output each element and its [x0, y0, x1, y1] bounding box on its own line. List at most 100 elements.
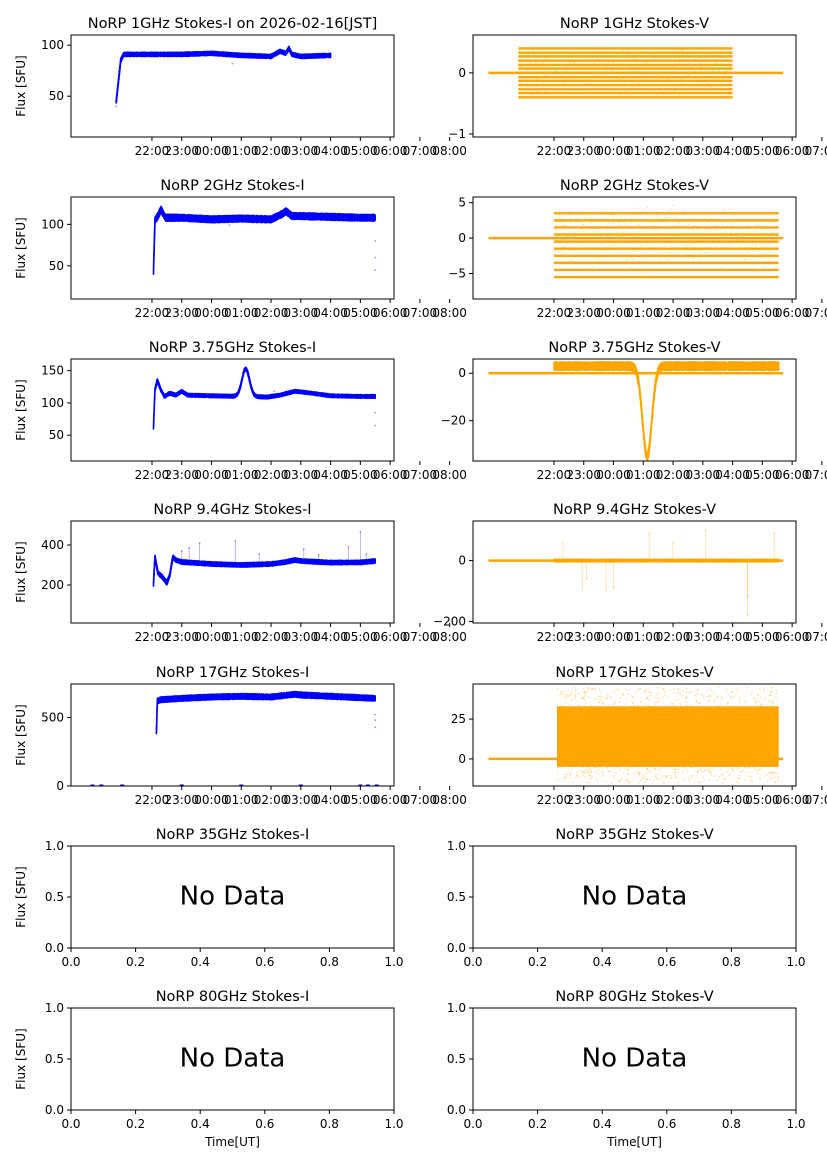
data-point	[658, 686, 660, 689]
data-layer	[90, 690, 379, 786]
data-point	[737, 778, 739, 780]
data-point	[561, 766, 563, 769]
data-point	[633, 695, 635, 698]
data-point	[777, 780, 779, 782]
data-point	[565, 695, 568, 698]
data-point	[568, 210, 571, 212]
data-layer	[488, 204, 784, 279]
data-point	[751, 780, 753, 782]
data-point	[583, 230, 585, 233]
data-point	[642, 703, 644, 705]
data-point	[521, 89, 523, 91]
data-point	[583, 697, 585, 700]
zero-mark	[365, 784, 370, 786]
data-point	[650, 692, 653, 694]
data-point	[610, 697, 612, 699]
data-point	[696, 693, 698, 695]
data-point	[622, 693, 624, 695]
data-point	[682, 690, 684, 692]
axes-frame	[472, 34, 797, 138]
data-point	[688, 692, 691, 694]
panel-1ghz-v: NoRP 1GHz Stokes-V −1 0 22:0023:0000:0001:0…	[448, 16, 827, 158]
data-point	[769, 258, 771, 261]
data-point	[683, 209, 685, 211]
data-point	[615, 242, 617, 244]
data-point	[561, 692, 564, 694]
data-point	[623, 771, 625, 774]
data-point	[657, 240, 659, 242]
x-tick-label: 0.0	[463, 1117, 482, 1131]
data-point	[644, 775, 646, 778]
data-point	[633, 250, 635, 252]
data-point	[537, 56, 539, 58]
data-point	[564, 225, 566, 227]
data-point	[690, 66, 693, 68]
data-point	[611, 771, 613, 773]
data-point	[598, 701, 600, 704]
x-tick-label: 08:00	[432, 793, 467, 807]
data-point	[653, 222, 656, 224]
data-point	[551, 80, 554, 83]
data-point	[586, 687, 589, 689]
data-point	[602, 261, 604, 264]
data-point	[618, 95, 621, 97]
data-point	[645, 703, 647, 706]
data-point	[612, 703, 614, 705]
data-point	[735, 767, 737, 769]
data-point	[584, 699, 586, 701]
data-point	[374, 411, 377, 414]
data-point	[769, 777, 772, 779]
data-point	[637, 67, 640, 69]
data-point	[697, 689, 699, 691]
data-point	[730, 232, 733, 235]
data-point	[657, 219, 659, 221]
data-point	[602, 71, 605, 73]
data-point	[578, 776, 580, 778]
data-point	[536, 77, 538, 80]
data-point	[598, 687, 601, 690]
data-point	[524, 75, 526, 78]
y-tick-label: 0.0	[447, 941, 466, 955]
data-point	[231, 62, 234, 65]
data-point	[735, 693, 737, 695]
data-point	[535, 79, 537, 81]
data-point	[606, 697, 608, 699]
data-point	[645, 772, 647, 774]
data-point	[565, 777, 567, 779]
data-point	[581, 66, 583, 68]
x-tick-label: 04:00	[715, 144, 750, 158]
data-point	[597, 769, 599, 771]
data-point	[597, 234, 599, 236]
data-point	[602, 68, 604, 70]
data-point	[571, 252, 573, 254]
data-point	[561, 64, 563, 67]
data-point	[725, 691, 727, 693]
data-point	[626, 779, 628, 781]
data-point	[639, 701, 642, 704]
data-point	[758, 250, 760, 253]
y-tick-label: −200	[433, 614, 466, 628]
data-point	[558, 766, 560, 768]
x-tick-label: 1.0	[786, 955, 805, 969]
panel-title: NoRP 80GHz Stokes-I	[156, 989, 310, 1005]
data-point	[576, 774, 578, 776]
data-point	[730, 697, 733, 700]
data-point	[692, 233, 694, 236]
data-point	[585, 693, 587, 695]
data-point	[703, 771, 705, 773]
data-point	[673, 768, 675, 770]
data-point	[712, 70, 714, 72]
data-point	[679, 95, 681, 97]
y-axis-label: Flux [SFU]	[14, 1028, 28, 1089]
x-tick-label: 03:00	[284, 144, 319, 158]
data-point	[649, 53, 651, 55]
data-point	[565, 69, 567, 71]
data-point	[646, 696, 649, 698]
data-point	[618, 779, 621, 782]
data-point	[568, 703, 571, 706]
panel-375ghz-i: NoRP 3.75GHz Stokes-I Flux [SFU] 50 100 150 2…	[14, 340, 467, 482]
data-point	[682, 770, 685, 772]
data-point	[698, 88, 700, 90]
data-point	[570, 694, 572, 696]
data-point	[736, 687, 738, 689]
